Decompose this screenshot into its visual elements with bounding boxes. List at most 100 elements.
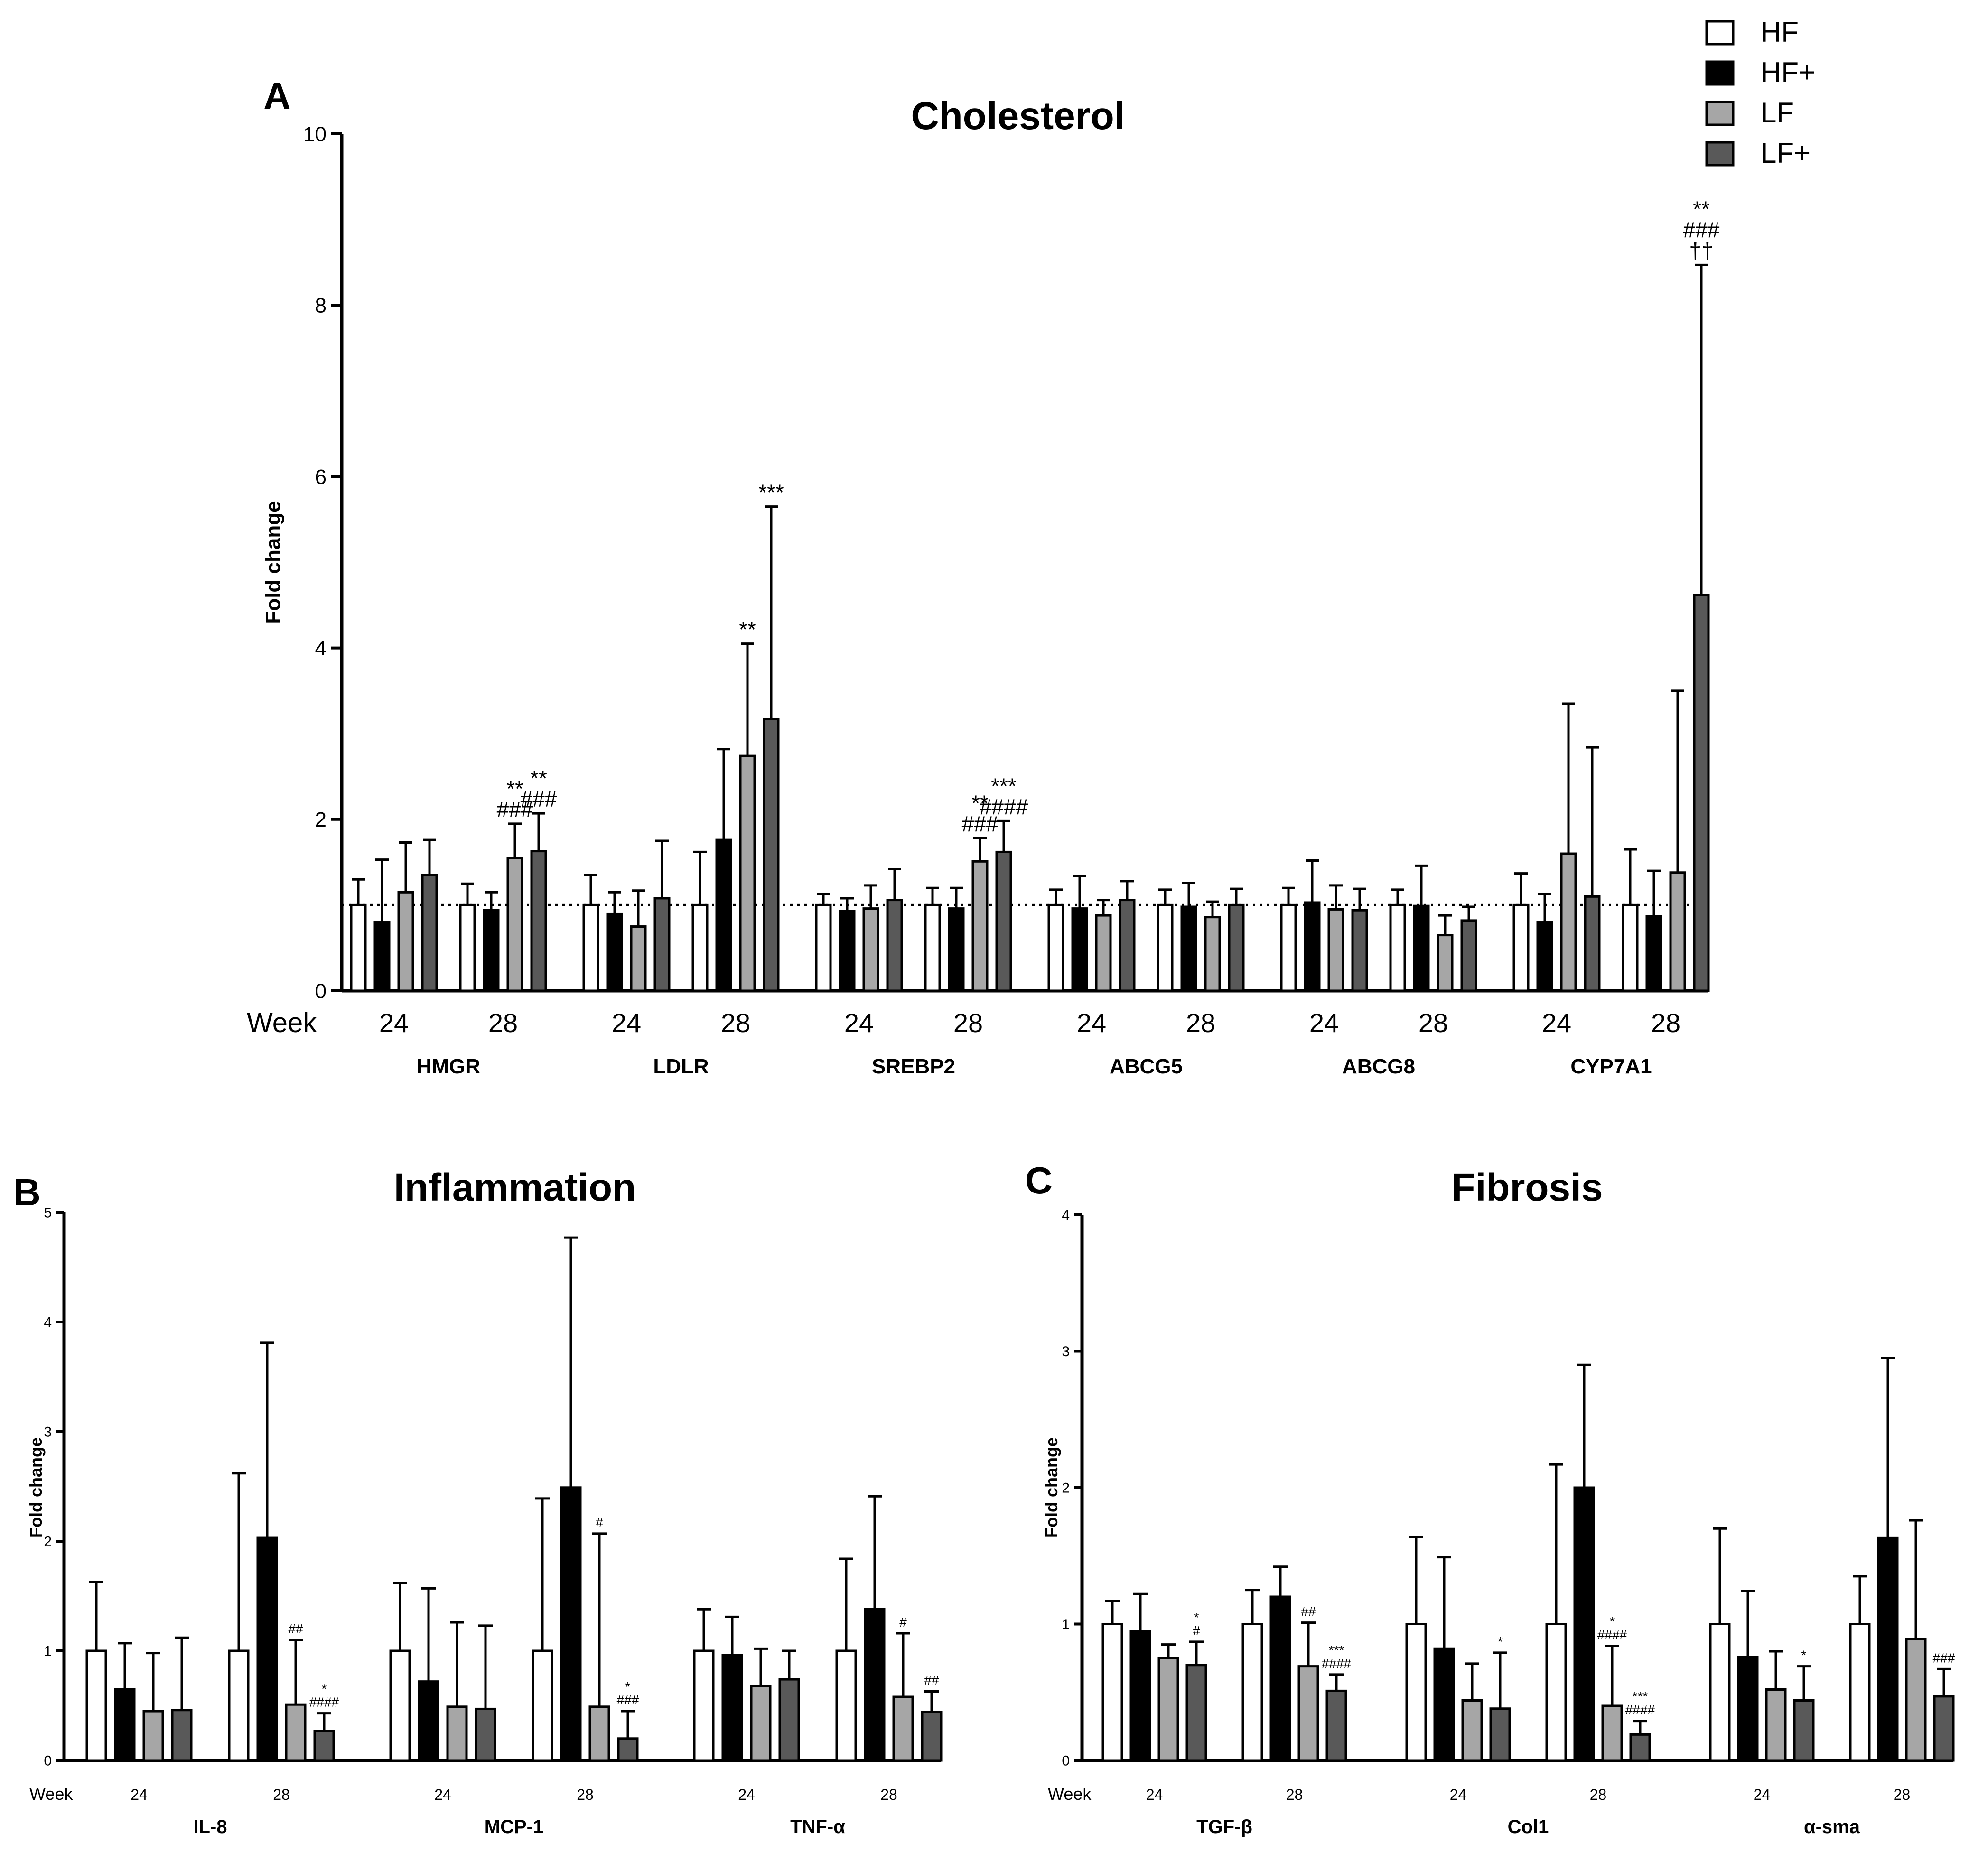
significance-label: ** ### ††	[1683, 196, 1720, 263]
bar-hf-plus	[1433, 1647, 1455, 1762]
significance-label: *	[1801, 1648, 1807, 1663]
bar-hf-plus	[721, 1654, 743, 1762]
panel-c-week-tick: 24	[1146, 1786, 1163, 1803]
panel-c-week-tick: 28	[1894, 1786, 1911, 1803]
significance-label: #	[899, 1615, 907, 1630]
panel-c-ylabel: Fold change	[1042, 1437, 1061, 1538]
bar-lf	[1461, 1699, 1483, 1762]
panel-b-week-tick: 24	[738, 1786, 755, 1803]
bar-hf	[1389, 903, 1406, 992]
panel-a-y-tick-label: 10	[303, 122, 327, 146]
bar-hf	[1512, 903, 1530, 992]
significance-label: **	[739, 617, 756, 642]
bar-lf-plus	[778, 1678, 800, 1762]
significance-line: ##	[924, 1673, 939, 1687]
panel-a-gene-label: ABCG5	[1110, 1055, 1183, 1078]
significance-label: ##	[1301, 1604, 1316, 1619]
significance-line: ###	[521, 787, 557, 811]
significance-line: ####	[309, 1695, 339, 1710]
significance-line: ***	[991, 773, 1017, 798]
bar-hf-plus	[1269, 1595, 1291, 1762]
bar-lf	[630, 925, 647, 992]
panel-a-week-tick: 28	[721, 1008, 750, 1038]
bar-hf	[85, 1649, 107, 1762]
legend-label-lf-plus: LF+	[1761, 137, 1811, 169]
bar-hf	[1241, 1623, 1263, 1762]
panel-b-y-tick-label: 4	[44, 1315, 52, 1331]
panel-c-week-tick: 28	[1286, 1786, 1303, 1803]
significance-line: #	[899, 1615, 907, 1630]
bar-lf-plus	[1933, 1695, 1955, 1762]
panel-c-gene-label: Col1	[1508, 1816, 1549, 1837]
significance-line: *	[1801, 1648, 1807, 1663]
significance-line: ####	[1322, 1656, 1352, 1671]
bar-hf	[691, 903, 709, 992]
panel-b-week-tick: 24	[131, 1786, 148, 1803]
significance-line: ††	[1689, 238, 1713, 263]
panel-letter-b: B	[13, 1171, 41, 1213]
bar-lf-plus	[1325, 1689, 1347, 1762]
significance-label: ** ###	[962, 791, 999, 837]
bar-hf	[459, 903, 476, 992]
panel-b-week-label: Week	[29, 1784, 73, 1804]
bar-lf	[1327, 908, 1344, 992]
bar-hf	[693, 1649, 715, 1762]
bar-hf	[924, 903, 941, 992]
bar-hf-plus	[1304, 901, 1321, 992]
bar-lf-plus	[313, 1730, 335, 1762]
bar-lf-plus	[921, 1711, 943, 1762]
bar-hf	[228, 1649, 250, 1762]
significance-line: ##	[1301, 1604, 1316, 1619]
panel-c-week-tick: 24	[1754, 1786, 1771, 1803]
panel-c-y-tick-label: 0	[1062, 1753, 1070, 1769]
panel-a-week-tick: 28	[1419, 1008, 1448, 1038]
panel-a-week-tick: 24	[1309, 1008, 1339, 1038]
bar-lf	[971, 860, 989, 992]
bar-hf	[815, 903, 832, 992]
bar-hf-plus	[1413, 904, 1430, 992]
significance-label: ** ###	[521, 766, 557, 811]
significance-line: ##	[288, 1621, 303, 1636]
panel-b-gene-label: TNF-α	[790, 1816, 845, 1837]
bar-lf	[750, 1685, 772, 1762]
bar-hf-plus	[1536, 921, 1553, 992]
significance-line: *	[322, 1682, 327, 1696]
significance-line: **	[1693, 196, 1710, 221]
bar-lf	[1905, 1638, 1927, 1762]
panel-a-y-tick-label: 2	[315, 808, 327, 831]
panel-b-y-tick-label: 0	[44, 1753, 52, 1769]
bar-hf	[1405, 1623, 1427, 1762]
significance-line: ####	[1625, 1703, 1655, 1717]
panel-b-ylabel: Fold change	[26, 1437, 46, 1538]
bar-lf	[1157, 1657, 1179, 1762]
bar-hf	[1709, 1623, 1731, 1762]
significance-line: ***	[1633, 1689, 1648, 1704]
panel-a-gene-label: CYP7A1	[1570, 1055, 1652, 1078]
panel-letter-c: C	[1025, 1159, 1053, 1201]
panel-a-week-tick: 28	[1186, 1008, 1215, 1038]
bar-hf	[389, 1649, 411, 1762]
panel-a-week-tick: 24	[1077, 1008, 1106, 1038]
panel-b-y-tick-label: 3	[44, 1425, 52, 1440]
legend-swatch-hf-plus	[1705, 60, 1735, 86]
bar-lf	[1560, 852, 1577, 992]
legend-label-lf: LF	[1761, 97, 1794, 129]
bar-hf	[835, 1649, 857, 1762]
panel-a-title: Cholesterol	[911, 94, 1125, 138]
significance-label: * ####	[1597, 1614, 1627, 1642]
bar-lf-plus	[1228, 903, 1245, 992]
panel-c-gene-label: TGF-β	[1196, 1816, 1252, 1837]
bar-lf	[1297, 1665, 1319, 1762]
bar-hf-plus	[1573, 1486, 1595, 1762]
significance-line: ###	[1933, 1650, 1955, 1665]
panel-a-week-tick: 28	[488, 1008, 518, 1038]
bar-lf-plus	[886, 899, 903, 992]
bar-hf	[1157, 903, 1174, 992]
bar-lf-plus	[421, 874, 438, 992]
bar-hf-plus	[606, 912, 623, 992]
bar-lf	[1601, 1704, 1623, 1762]
bar-hf	[1280, 903, 1297, 992]
panel-a-y-tick-label: 8	[315, 294, 327, 317]
